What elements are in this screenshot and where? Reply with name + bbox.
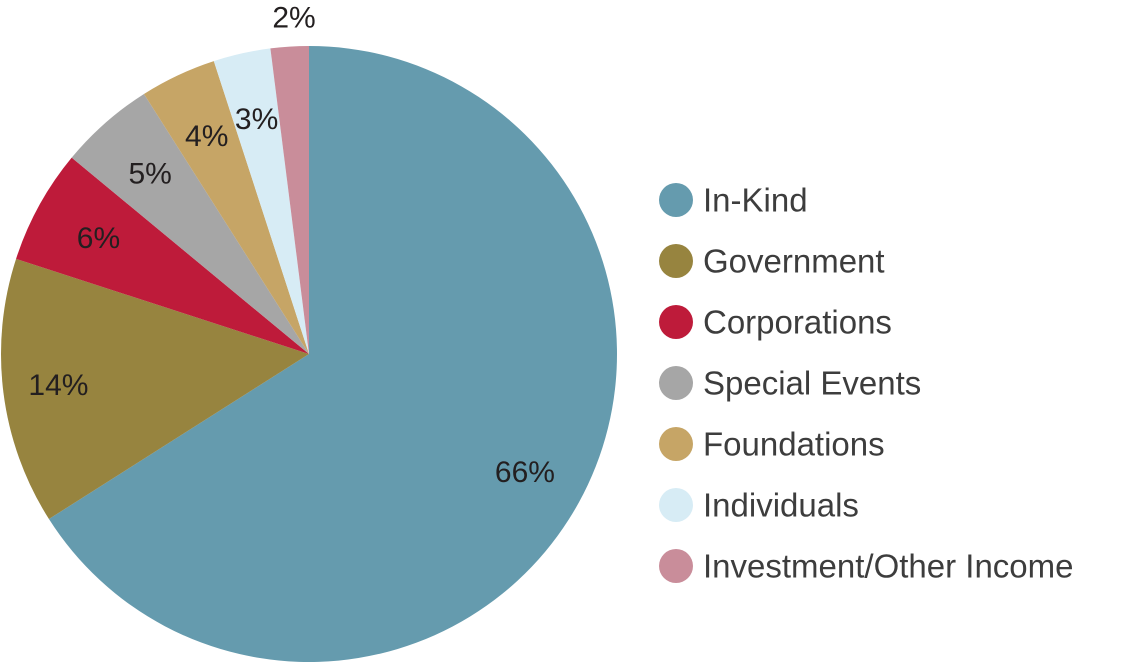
legend-swatch (659, 549, 693, 583)
legend-label: Individuals (703, 487, 859, 524)
slice-label: 4% (185, 120, 228, 153)
legend: In-Kind Government Corporations Special Eve… (659, 182, 1074, 585)
legend-swatch (659, 305, 693, 339)
legend-swatch (659, 488, 693, 522)
legend-item: Individuals (659, 487, 859, 524)
legend-item: Corporations (659, 304, 892, 341)
slice-label: 66% (495, 456, 555, 489)
legend-item: Foundations (659, 426, 885, 463)
legend-swatch (659, 427, 693, 461)
slice-label: 6% (77, 222, 120, 255)
legend-item: Government (659, 243, 885, 280)
legend-swatch (659, 183, 693, 217)
pie-slice-foundations (143, 61, 309, 355)
legend-item: Investment/Other Income (659, 548, 1074, 585)
pie-slice-special-events (71, 93, 310, 355)
pie-slice-investment-other-income (270, 46, 309, 354)
pie-slice-corporations (16, 157, 310, 354)
slice-label: 2% (272, 2, 315, 35)
legend-label: Government (703, 243, 885, 280)
pie-slice-in-kind (48, 46, 617, 662)
legend-label: In-Kind (703, 182, 808, 219)
legend-label: Special Events (703, 365, 921, 402)
pie-slices (1, 46, 617, 662)
legend-label: Corporations (703, 304, 892, 341)
pie-slice-government (1, 258, 310, 520)
legend-label: Investment/Other Income (703, 548, 1074, 585)
legend-item: Special Events (659, 365, 921, 402)
slice-labels: 66% 14% 6%5% 4%3% 2% (28, 2, 555, 490)
legend-label: Foundations (703, 426, 885, 463)
slice-label: 14% (28, 369, 88, 402)
legend-swatch (659, 244, 693, 278)
slice-label: 5% (128, 157, 171, 190)
legend-swatch (659, 366, 693, 400)
legend-item: In-Kind (659, 182, 808, 219)
pie-slice-individuals (213, 48, 309, 354)
slice-label: 3% (235, 103, 278, 136)
